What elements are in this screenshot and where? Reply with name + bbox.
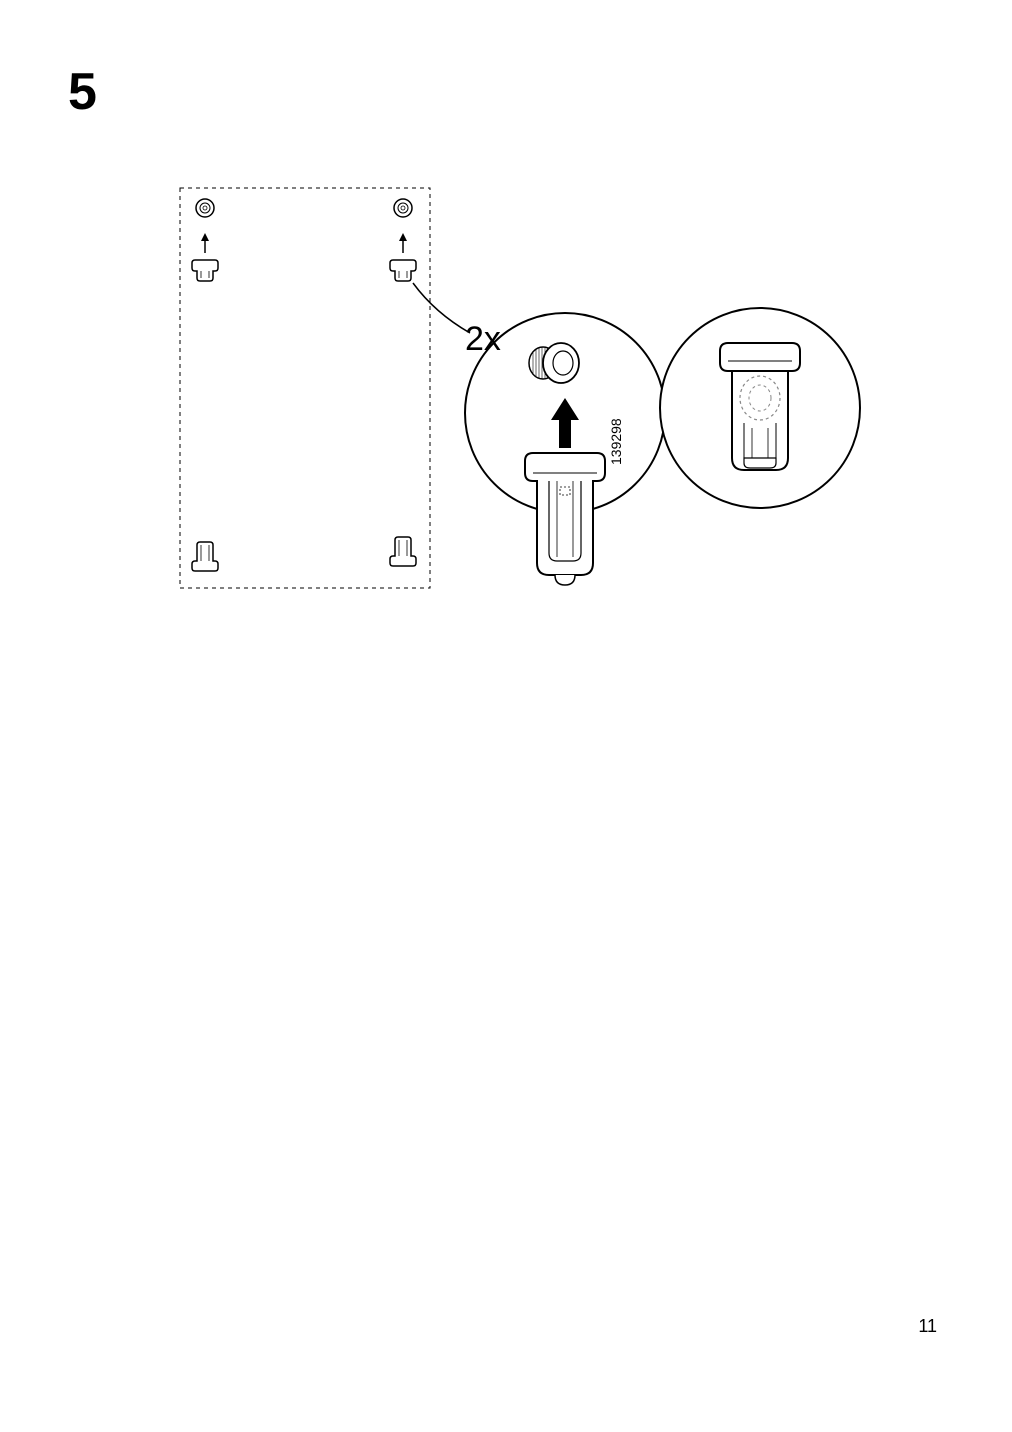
step-number: 5 — [68, 62, 97, 122]
page-number: 11 — [918, 1316, 937, 1337]
quantity-label: 2x — [465, 320, 501, 359]
leader-line — [413, 283, 470, 333]
clip-top-left — [192, 260, 218, 281]
screw-top-left — [196, 199, 214, 217]
instruction-diagram — [175, 183, 875, 623]
detail-circle-2 — [660, 308, 860, 508]
arrow-up-left — [201, 233, 209, 253]
clip-bottom-right — [390, 537, 416, 566]
part-number: 139298 — [608, 418, 624, 465]
arrow-up-right — [399, 233, 407, 253]
clip-top-right — [390, 260, 416, 281]
clip-detail — [525, 453, 605, 585]
screw-top-right — [394, 199, 412, 217]
clip-bottom-left — [192, 542, 218, 571]
panel-outline — [180, 188, 430, 588]
